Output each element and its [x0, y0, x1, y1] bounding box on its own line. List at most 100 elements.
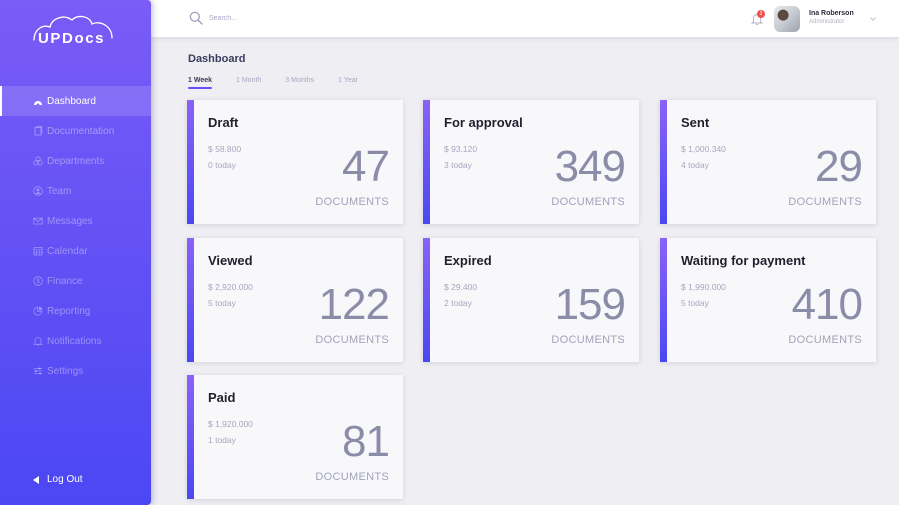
card-today: 1 today — [208, 435, 236, 445]
card-amount: $ 29.400 — [444, 282, 478, 292]
card-unit: DOCUMENTS — [315, 471, 389, 483]
sidebar-item-label: Notifications — [47, 335, 102, 347]
sidebar-item-documentation[interactable]: Documentation — [0, 116, 151, 146]
search-icon[interactable] — [189, 11, 203, 25]
card-title: Waiting for payment — [681, 253, 806, 268]
sidebar-item-finance[interactable]: $ Finance — [0, 266, 151, 296]
chevron-down-icon[interactable] — [870, 15, 876, 21]
sidebar-item-label: Settings — [47, 365, 84, 377]
card-count: 349 — [554, 142, 626, 191]
departments-icon — [33, 156, 43, 166]
card-accent-bar — [187, 100, 194, 224]
card-accent-bar — [423, 238, 430, 362]
card-title: Draft — [208, 115, 239, 130]
card-accent-bar — [187, 375, 194, 499]
card-amount: $ 2,920.000 — [208, 282, 253, 292]
card-sent[interactable]: Sent $ 1,000.340 4 today 29 DOCUMENTS — [660, 100, 876, 224]
card-for-approval[interactable]: For approval $ 93.120 3 today 349 DOCUME… — [423, 100, 639, 224]
sidebar-item-label: Team — [47, 185, 72, 197]
search-input[interactable] — [209, 11, 409, 25]
calendar-icon — [33, 246, 43, 256]
card-unit: DOCUMENTS — [315, 196, 389, 208]
user-role: Administrator — [809, 19, 845, 25]
logo[interactable]: UPDocs — [32, 12, 116, 48]
card-count: 159 — [554, 280, 626, 329]
card-count: 81 — [342, 417, 390, 466]
card-amount: $ 58.800 — [208, 144, 242, 154]
svg-text:$: $ — [36, 279, 40, 285]
sidebar-item-label: Documentation — [47, 125, 115, 137]
sidebar-item-label: Finance — [47, 275, 83, 287]
card-accent-bar — [423, 100, 430, 224]
card-unit: DOCUMENTS — [551, 196, 625, 208]
sidebar: UPDocs Dashboard Documentation Departmen… — [0, 0, 151, 505]
tab-1-year[interactable]: 1 Year — [338, 77, 358, 84]
cloud-icon — [33, 15, 113, 41]
user-name: Ina Roberson — [809, 10, 854, 17]
sidebar-item-team[interactable]: Team — [0, 176, 151, 206]
card-title: Expired — [444, 253, 492, 268]
logo-text: UPDocs — [38, 30, 106, 47]
tab-1-week[interactable]: 1 Week — [188, 77, 212, 89]
sidebar-item-label: Calendar — [47, 245, 88, 257]
card-title: For approval — [444, 115, 523, 130]
sidebar-item-reporting[interactable]: Reporting — [0, 296, 151, 326]
card-unit: DOCUMENTS — [788, 334, 862, 346]
sliders-icon — [33, 366, 43, 376]
logout-button[interactable]: Log Out — [33, 474, 83, 485]
card-amount: $ 1,990.000 — [681, 282, 726, 292]
card-amount: $ 1,000.340 — [681, 144, 726, 154]
tab-1-month[interactable]: 1 Month — [236, 77, 262, 84]
team-icon — [33, 186, 43, 196]
sidebar-item-label: Messages — [47, 215, 93, 227]
tab-3-months[interactable]: 3 Months — [285, 77, 315, 84]
card-waiting-for-payment[interactable]: Waiting for payment $ 1,990.000 5 today … — [660, 238, 876, 362]
card-amount: $ 93.120 — [444, 144, 478, 154]
pie-chart-icon — [33, 306, 43, 316]
card-unit: DOCUMENTS — [551, 334, 625, 346]
notification-badge: 2 — [757, 10, 765, 18]
card-draft[interactable]: Draft $ 58.800 0 today 47 DOCUMENTS — [187, 100, 403, 224]
sidebar-item-calendar[interactable]: Calendar — [0, 236, 151, 266]
card-unit: DOCUMENTS — [315, 334, 389, 346]
card-paid[interactable]: Paid $ 1,920.000 1 today 81 DOCUMENTS — [187, 375, 403, 499]
card-accent-bar — [660, 100, 667, 224]
card-accent-bar — [187, 238, 194, 362]
card-title: Sent — [681, 115, 710, 130]
card-today: 5 today — [208, 298, 236, 308]
logout-arrow-icon — [33, 475, 39, 484]
sidebar-item-label: Dashboard — [47, 95, 96, 107]
card-count: 47 — [342, 142, 390, 191]
sidebar-item-departments[interactable]: Departments — [0, 146, 151, 176]
document-icon — [33, 126, 43, 136]
dollar-icon: $ — [33, 276, 43, 286]
bell-icon — [33, 336, 43, 346]
card-title: Paid — [208, 390, 236, 405]
card-accent-bar — [660, 238, 667, 362]
mail-icon — [33, 216, 43, 226]
card-today: 0 today — [208, 160, 236, 170]
sidebar-item-notifications[interactable]: Notifications — [0, 326, 151, 356]
dashboard-icon — [33, 96, 43, 106]
card-unit: DOCUMENTS — [788, 196, 862, 208]
sidebar-item-settings[interactable]: Settings — [0, 356, 151, 386]
card-title: Viewed — [208, 253, 253, 268]
card-count: 29 — [815, 142, 863, 191]
page-title: Dashboard — [188, 53, 246, 65]
card-count: 122 — [318, 280, 390, 329]
logout-label: Log Out — [47, 474, 83, 485]
card-viewed[interactable]: Viewed $ 2,920.000 5 today 122 DOCUMENTS — [187, 238, 403, 362]
card-expired[interactable]: Expired $ 29.400 2 today 159 DOCUMENTS — [423, 238, 639, 362]
card-today: 4 today — [681, 160, 709, 170]
sidebar-nav: Dashboard Documentation Departments Team… — [0, 86, 151, 386]
card-amount: $ 1,920.000 — [208, 419, 253, 429]
card-today: 2 today — [444, 298, 472, 308]
sidebar-item-dashboard[interactable]: Dashboard — [0, 86, 151, 116]
sidebar-item-messages[interactable]: Messages — [0, 206, 151, 236]
topbar: 2 Ina Roberson Administrator — [151, 0, 899, 37]
card-today: 5 today — [681, 298, 709, 308]
avatar[interactable] — [774, 6, 800, 32]
sidebar-item-label: Reporting — [47, 305, 91, 317]
card-today: 3 today — [444, 160, 472, 170]
period-tabs: 1 Week 1 Month 3 Months 1 Year — [188, 77, 382, 89]
